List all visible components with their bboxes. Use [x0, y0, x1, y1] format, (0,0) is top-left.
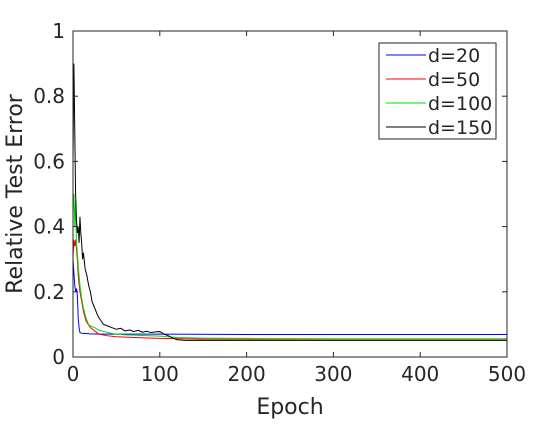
plot-area-border [72, 30, 508, 358]
legend-label: d=50 [428, 69, 480, 91]
legend-label: d=100 [428, 93, 492, 115]
y-axis-label: Relative Test Error [3, 93, 28, 294]
y-tick-label: 0 [52, 345, 65, 369]
x-tick-label: 400 [401, 362, 439, 386]
series-line-d-100 [72, 193, 507, 340]
y-tick-label: 1 [52, 19, 65, 43]
x-tick-label: 0 [67, 362, 80, 386]
x-tick-label: 500 [488, 362, 526, 386]
legend-box [378, 42, 497, 140]
series-line-d-50 [72, 239, 507, 340]
x-tick-label: 200 [228, 362, 266, 386]
series-line-d-150 [72, 63, 507, 341]
x-tick-label: 100 [141, 362, 179, 386]
y-tick-label: 0.4 [33, 215, 65, 239]
x-tick-label: 300 [314, 362, 352, 386]
x-axis-label: Epoch [256, 395, 323, 420]
y-tick-label: 0.2 [33, 280, 65, 304]
y-tick-label: 0.6 [33, 149, 65, 173]
y-tick-label: 0.8 [33, 84, 65, 108]
tick-layer: 0 100 200 300 400 500 0 0.2 0.4 0.6 0.8 1 [33, 19, 526, 386]
legend-label: d=150 [428, 117, 492, 139]
legend-label: d=20 [428, 45, 480, 67]
